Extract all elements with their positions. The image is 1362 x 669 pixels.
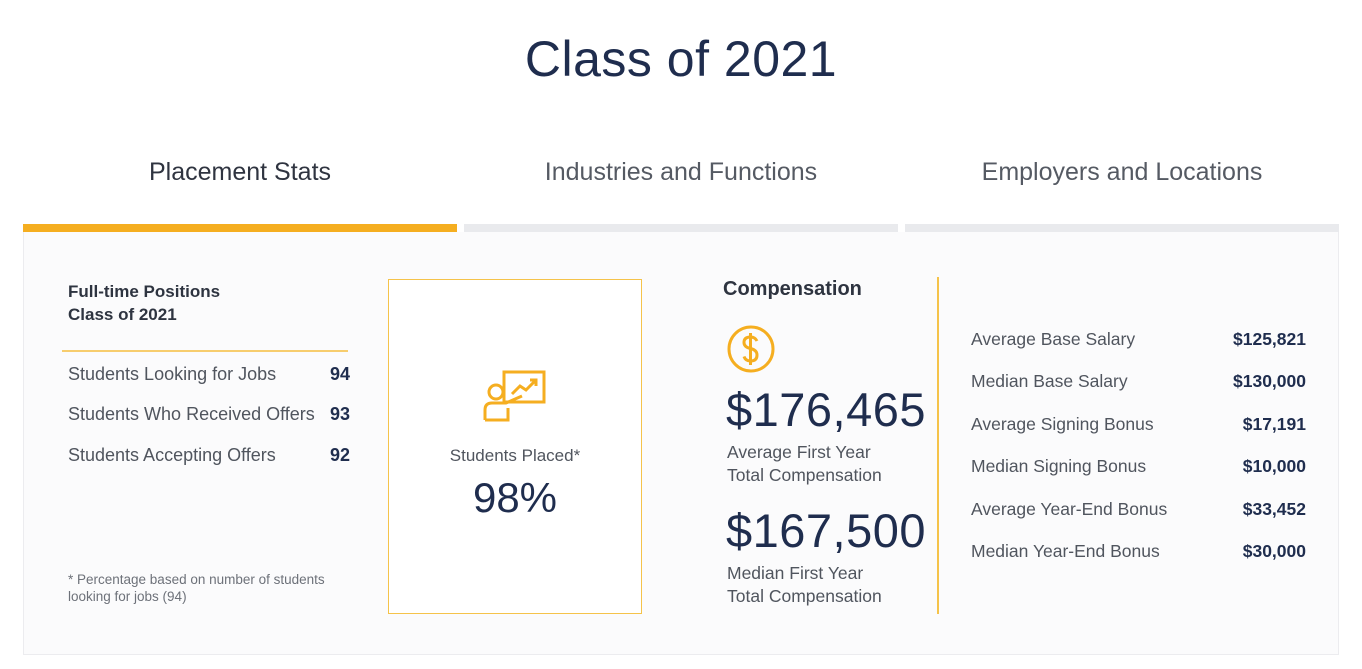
students-placed-value: 98% bbox=[472, 474, 558, 521]
salary-row: Median Year-End Bonus $30,000 bbox=[971, 541, 1306, 565]
stat-row: Students Looking for Jobs 94 bbox=[68, 364, 350, 388]
median-compensation-value: $167,500 bbox=[726, 504, 927, 557]
page-title: Class of 2021 bbox=[524, 31, 838, 87]
salary-value: $125,821 bbox=[1233, 329, 1306, 349]
stat-row: Students Accepting Offers 92 bbox=[68, 445, 350, 469]
footnote: * Percentage based on number of students… bbox=[68, 571, 358, 605]
dollar-circle-icon bbox=[727, 325, 775, 373]
presentation-chart-icon bbox=[483, 370, 546, 422]
salary-value: $33,452 bbox=[1242, 499, 1306, 519]
salary-value: $10,000 bbox=[1242, 456, 1306, 476]
stat-value: 92 bbox=[329, 445, 350, 465]
salary-row: Average Base Salary $125,821 bbox=[971, 329, 1306, 353]
salary-value: $30,000 bbox=[1242, 541, 1306, 561]
stat-label: Students Accepting Offers bbox=[68, 445, 276, 465]
average-compensation-label: Average First Year Total Compensation bbox=[727, 441, 882, 487]
stat-label: Students Looking for Jobs bbox=[68, 364, 277, 384]
tab-label: Industries and Functions bbox=[544, 158, 818, 186]
compensation-heading: Compensation bbox=[723, 278, 862, 300]
salary-value: $17,191 bbox=[1242, 414, 1306, 434]
salary-label: Median Base Salary bbox=[971, 371, 1128, 391]
salary-label: Median Signing Bonus bbox=[971, 456, 1147, 476]
salary-label: Average Year-End Bonus bbox=[971, 499, 1168, 519]
students-placed-label: Students Placed* bbox=[449, 446, 581, 465]
divider bbox=[937, 277, 939, 614]
tab-employers-locations[interactable]: Employers and Locations bbox=[905, 150, 1339, 232]
salary-row: Median Base Salary $130,000 bbox=[971, 371, 1306, 395]
stat-value: 93 bbox=[329, 404, 350, 424]
tab-label: Employers and Locations bbox=[981, 158, 1263, 186]
tab-bar: Placement Stats Industries and Functions… bbox=[23, 150, 1339, 242]
salary-value: $130,000 bbox=[1233, 371, 1306, 391]
stat-value: 94 bbox=[329, 364, 350, 384]
positions-heading-line2: Class of 2021 bbox=[68, 305, 177, 324]
salary-label: Average Signing Bonus bbox=[971, 414, 1154, 434]
footnote-line2: looking for jobs (94) bbox=[68, 589, 187, 604]
average-compensation-value: $176,465 bbox=[726, 383, 927, 436]
footnote-line1: * Percentage based on number of students bbox=[68, 572, 325, 587]
stat-row: Students Who Received Offers 93 bbox=[68, 404, 350, 428]
tab-underline bbox=[905, 224, 1339, 232]
active-tab-indicator bbox=[23, 224, 457, 232]
median-compensation-label: Median First Year Total Compensation bbox=[727, 562, 882, 608]
tab-industries-functions[interactable]: Industries and Functions bbox=[464, 150, 898, 232]
tab-underline bbox=[464, 224, 898, 232]
positions-heading-line1: Full-time Positions bbox=[68, 282, 221, 301]
salary-row: Median Signing Bonus $10,000 bbox=[971, 456, 1306, 480]
label-line: Average First Year bbox=[727, 442, 871, 462]
salary-row: Average Year-End Bonus $33,452 bbox=[971, 499, 1306, 523]
divider bbox=[62, 350, 348, 352]
salary-label: Average Base Salary bbox=[971, 329, 1136, 349]
tab-label: Placement Stats bbox=[148, 158, 332, 186]
tab-placement-stats[interactable]: Placement Stats bbox=[23, 150, 457, 242]
salary-row: Average Signing Bonus $17,191 bbox=[971, 414, 1306, 438]
placement-stats-panel: Full-time Positions Class of 2021 Studen… bbox=[23, 232, 1339, 655]
label-line: Total Compensation bbox=[727, 586, 882, 606]
students-placed-card: Students Placed* 98% bbox=[388, 279, 642, 614]
salary-label: Median Year-End Bonus bbox=[971, 541, 1160, 561]
label-line: Median First Year bbox=[727, 563, 864, 583]
label-line: Total Compensation bbox=[727, 465, 882, 485]
stat-label: Students Who Received Offers bbox=[68, 404, 315, 424]
positions-heading: Full-time Positions Class of 2021 bbox=[68, 280, 220, 326]
